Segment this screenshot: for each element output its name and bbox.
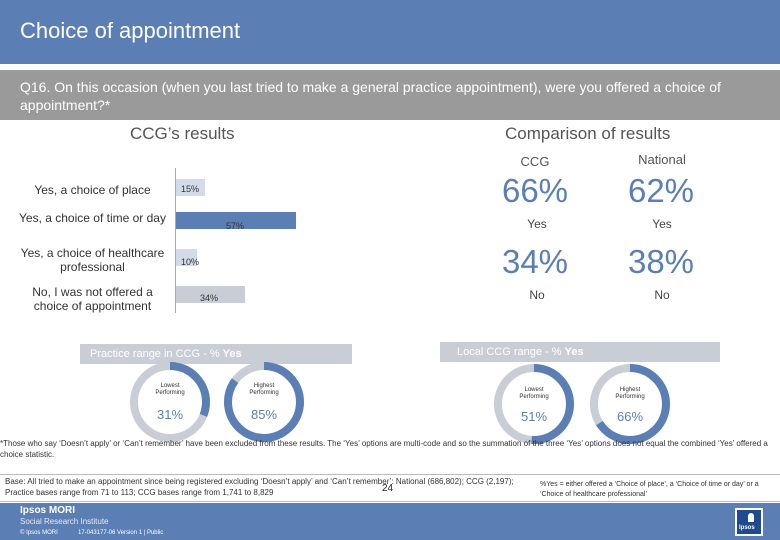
comparison-col-ccg: CCG xyxy=(520,154,550,169)
question-text: Q16. On this occasion (when you last tri… xyxy=(20,79,721,113)
practice-highest-value: 85% xyxy=(250,407,278,422)
practice-lowest-donut xyxy=(130,362,210,442)
ipsos-badge-text: Ipsos xyxy=(739,525,755,531)
bar-category-label: No, I was not offered a choice of appoin… xyxy=(32,285,153,313)
bar-category-label: Yes, a choice of healthcare professional xyxy=(20,246,165,274)
comparison-title: Comparison of results xyxy=(505,124,671,143)
logo-subtitle: Social Research Institute xyxy=(20,517,109,526)
ccg-yes-value: 66% xyxy=(501,172,569,209)
practice-range-label: Practice range in CCG - % xyxy=(90,348,223,360)
bar-axis xyxy=(175,168,176,313)
bar xyxy=(176,286,246,303)
bar-category-label: Yes, a choice of place xyxy=(34,183,151,197)
base-text: Base: All tried to make an appointment s… xyxy=(5,477,514,497)
job-reference: 17-043177-06 Version 1 | Public xyxy=(78,530,164,536)
national-no-label: No xyxy=(654,288,670,302)
practice-range-label-strong: Yes xyxy=(222,348,242,360)
local-range-label: Local CCG range - % xyxy=(457,346,565,358)
local-range-band: Local CCG range - % Yes xyxy=(440,342,720,362)
page-number: 24 xyxy=(382,483,394,494)
local-lowest-value: 51% xyxy=(520,409,548,424)
question-bar: Q16. On this occasion (when you last tri… xyxy=(0,70,780,120)
ipsos-mori-logo: Ipsos MORI xyxy=(20,505,76,516)
footer-bar xyxy=(0,503,780,540)
ipsos-badge-logo: Ipsos xyxy=(735,508,763,536)
practice-lowest-value: 31% xyxy=(156,407,184,422)
footnote: *Those who say ‘Doesn’t apply’ or ‘Can’t… xyxy=(0,439,768,459)
bar xyxy=(176,179,206,196)
ipsos-badge-mark-icon xyxy=(748,513,754,522)
practice-lowest-label: Lowest Performing xyxy=(155,383,185,396)
ccg-no-label: No xyxy=(529,288,545,302)
local-highest-value: 66% xyxy=(616,409,644,424)
bar-value-label: 34% xyxy=(200,293,219,303)
practice-highest-donut xyxy=(224,362,304,442)
local-highest-label: Highest Performing xyxy=(615,387,645,400)
bar-value-label: 15% xyxy=(181,184,200,194)
national-yes-label: Yes xyxy=(652,217,672,231)
bar xyxy=(176,249,197,266)
yes-note: %Yes = either offered a ‘Choice of place… xyxy=(540,481,759,498)
local-lowest-donut xyxy=(494,364,574,444)
local-highest-donut xyxy=(590,364,670,444)
bar-category-label: Yes, a choice of time or day xyxy=(19,211,166,225)
local-lowest-label: Lowest Performing xyxy=(519,387,549,400)
ccg-results-title: CCG’s results xyxy=(130,124,235,143)
bar xyxy=(176,212,296,229)
national-yes-value: 62% xyxy=(627,172,695,209)
bar-value-label: 57% xyxy=(226,221,245,231)
copyright: © Ipsos MORI xyxy=(20,530,58,536)
page-title: Choice of appointment xyxy=(20,18,241,43)
comparison-col-national: National xyxy=(638,152,686,167)
practice-highest-label: Highest Performing xyxy=(249,383,279,396)
local-range-label-strong: Yes xyxy=(564,346,584,358)
title-bar: Choice of appointment xyxy=(0,0,780,64)
practice-range-band: Practice range in CCG - % Yes xyxy=(80,344,352,364)
base-divider xyxy=(0,474,780,502)
national-no-value: 38% xyxy=(627,243,695,280)
bar-value-label: 10% xyxy=(181,257,200,267)
ccg-yes-label: Yes xyxy=(527,217,547,231)
ccg-no-value: 34% xyxy=(501,243,569,280)
